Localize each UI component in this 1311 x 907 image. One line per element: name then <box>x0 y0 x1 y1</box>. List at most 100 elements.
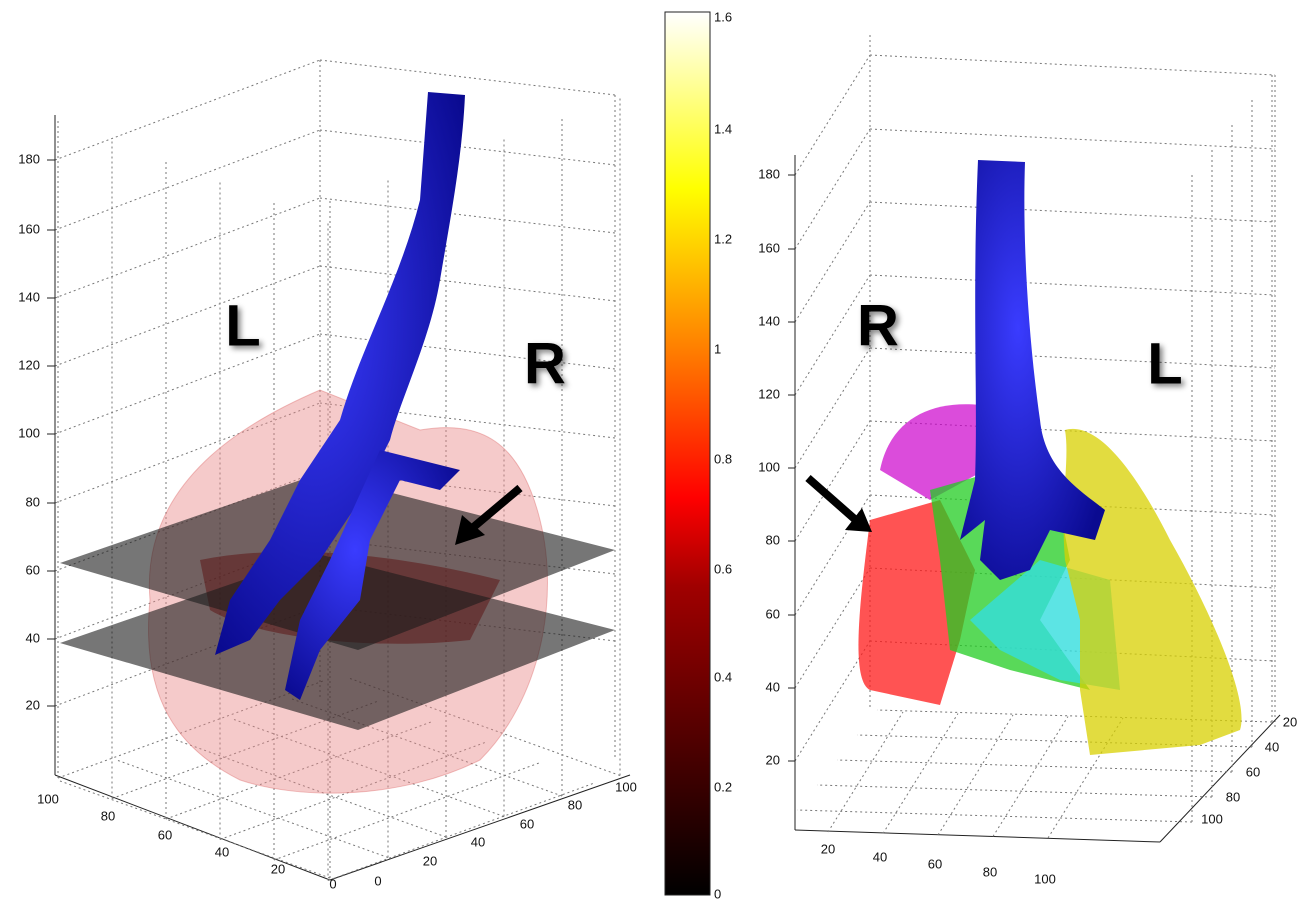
airway <box>215 92 465 655</box>
arrow-head <box>455 515 485 545</box>
tick-label: 100 <box>1034 871 1056 886</box>
tick-label: 160 <box>758 240 780 255</box>
slice-plane <box>60 554 615 730</box>
tick-label: 40 <box>471 834 485 849</box>
axis-line <box>54 774 331 881</box>
tick-label: 160 <box>18 221 40 236</box>
tick-label: 40 <box>26 630 40 645</box>
grid-line <box>937 714 1014 836</box>
grid-line <box>54 265 321 367</box>
tick-label: 120 <box>758 386 780 401</box>
lobe <box>1063 428 1242 755</box>
arrow-head <box>845 508 872 532</box>
grid-line <box>794 640 871 762</box>
tick-label: 0 <box>714 886 721 901</box>
grid-line <box>54 59 321 161</box>
grid-line <box>869 128 1276 150</box>
tick-label: 20 <box>821 841 835 856</box>
tick-label: 60 <box>928 856 942 871</box>
grid-line <box>836 759 1233 773</box>
grid-line <box>165 721 432 820</box>
grid-line <box>794 494 871 616</box>
tick-label: 40 <box>766 679 780 694</box>
colorbar <box>664 11 711 896</box>
airway <box>960 160 1105 580</box>
grid-line <box>319 129 616 166</box>
grid-line <box>794 54 871 176</box>
tick-label: 60 <box>158 827 172 842</box>
tick-label: 80 <box>26 494 40 509</box>
grid-line <box>1047 717 1124 839</box>
tick-label: 80 <box>101 808 115 823</box>
tick-label: 0 <box>374 873 381 888</box>
grid-line <box>794 128 871 250</box>
grid-line <box>869 274 1276 296</box>
left-rendering <box>60 92 615 794</box>
tick-label: 0.8 <box>714 451 732 466</box>
tick-label: 20 <box>423 853 437 868</box>
tick-label: 100 <box>615 779 637 794</box>
tick-label: 40 <box>215 844 229 859</box>
side-label: L <box>1147 331 1182 396</box>
tick-label: 80 <box>1226 789 1240 804</box>
tick-label: 60 <box>1246 764 1260 779</box>
grid-line <box>827 711 904 833</box>
tick-label: 140 <box>758 313 780 328</box>
tick-label: 60 <box>26 562 40 577</box>
tick-label: 100 <box>37 791 59 806</box>
grid-line <box>869 347 1276 369</box>
tick-label: 40 <box>1265 739 1279 754</box>
tick-label: 180 <box>758 166 780 181</box>
tick-label: 140 <box>18 289 40 304</box>
tick-label: 80 <box>568 797 582 812</box>
grid-line <box>796 809 1193 823</box>
grid-line <box>54 333 321 435</box>
tick-label: 0.4 <box>714 669 732 684</box>
tick-label: 80 <box>766 532 780 547</box>
tick-label: 20 <box>26 697 40 712</box>
right-rendering <box>805 160 1242 755</box>
grid-line <box>319 59 616 96</box>
tick-label: 100 <box>758 459 780 474</box>
side-label: R <box>524 331 566 396</box>
grid-line <box>816 784 1213 798</box>
tick-label: 1.4 <box>714 121 732 136</box>
grid-line <box>794 420 871 542</box>
arrow <box>805 474 861 526</box>
grid-line <box>319 197 616 234</box>
side-label: R <box>857 293 899 358</box>
tick-label: 60 <box>520 816 534 831</box>
tick-label: 80 <box>983 864 997 879</box>
tick-label: 20 <box>766 752 780 767</box>
tick-label: 180 <box>18 151 40 166</box>
side-label: L <box>225 293 260 358</box>
lobe <box>880 404 985 500</box>
tick-label: 40 <box>873 849 887 864</box>
grid-line <box>869 201 1276 223</box>
tick-label: 0.6 <box>714 561 732 576</box>
tick-label: 1.2 <box>714 231 732 246</box>
tick-label: 120 <box>18 357 40 372</box>
grid-line <box>992 716 1069 837</box>
grid-line <box>794 347 871 469</box>
grid-line <box>869 54 1276 76</box>
tick-label: 100 <box>18 425 40 440</box>
tick-label: 20 <box>271 861 285 876</box>
tick-label: 20 <box>1283 714 1297 729</box>
axis-line <box>1159 714 1281 843</box>
grid-line <box>54 197 321 299</box>
tick-label: 1 <box>714 341 721 356</box>
axis-line <box>794 829 1161 843</box>
tick-label: 0.2 <box>714 779 732 794</box>
tick-label: 0 <box>329 876 336 891</box>
axis-line <box>329 774 631 881</box>
grid-line <box>219 742 486 840</box>
airway <box>285 450 460 700</box>
grid-line <box>794 201 871 323</box>
grid-line <box>794 567 871 689</box>
grid-line <box>794 274 871 396</box>
grid-line <box>327 783 594 881</box>
grid-line <box>319 265 616 302</box>
